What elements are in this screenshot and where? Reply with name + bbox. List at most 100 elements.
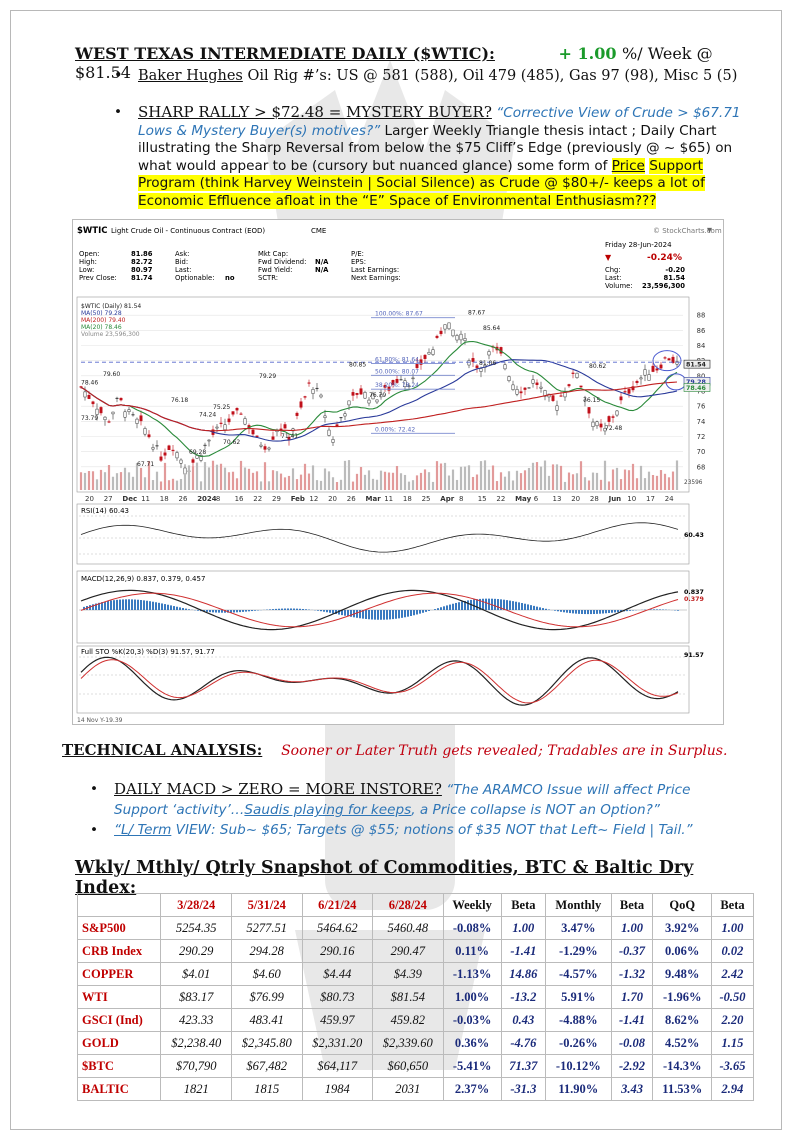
volume-bar	[315, 480, 319, 490]
x-axis-label: 27	[104, 495, 113, 503]
lterm-link[interactable]: “L/ Term	[114, 822, 172, 838]
price-candle	[139, 415, 143, 422]
chart-pct: -0.24%	[647, 253, 682, 263]
macd-histogram-bar	[599, 610, 601, 614]
quote-label: Last:	[175, 266, 191, 274]
baker-hughes-link[interactable]: Baker Hughes	[138, 68, 243, 84]
macd-histogram-bar	[254, 610, 256, 611]
table-header-cell: Beta	[710, 893, 755, 917]
macd-histogram-bar	[476, 599, 478, 610]
table-cell: $60,650	[372, 1054, 444, 1078]
volume-bar	[107, 464, 111, 490]
price-candle	[627, 389, 631, 394]
volume-bar	[363, 474, 367, 490]
price-candle	[579, 385, 583, 388]
price-candle	[319, 394, 323, 398]
volume-bar	[167, 480, 171, 490]
quote-label: Next Earnings:	[351, 274, 401, 282]
x-axis-label: 20	[571, 495, 580, 503]
macd-histogram-bar	[389, 610, 391, 620]
volume-bar	[435, 461, 439, 490]
volume-bar	[211, 460, 215, 490]
saudis-link[interactable]: Saudis playing for keeps	[244, 802, 412, 818]
table-cell: 294.28	[230, 939, 303, 963]
volume-bar	[579, 461, 583, 490]
table-cell: $2,331.20	[301, 1031, 374, 1055]
chart-menu-icon[interactable]: ▾	[707, 225, 712, 236]
x-axis-label: 26	[179, 495, 188, 503]
price-tick-label: 80	[697, 372, 706, 380]
price-link[interactable]: Price	[611, 157, 645, 174]
price-candle	[411, 377, 415, 380]
price-annotation: 67.71	[137, 461, 154, 468]
price-tick-label: 88	[697, 312, 706, 320]
macd-histogram-bar	[170, 605, 172, 610]
macd-histogram-bar	[587, 610, 589, 615]
price-candle	[179, 459, 183, 464]
price-candle	[667, 358, 671, 361]
legend-entry: Volume 23,596,300	[81, 331, 140, 338]
price-candle	[167, 445, 171, 451]
quote-label: Low:	[79, 266, 94, 274]
heading-change: + 1.00	[558, 44, 617, 63]
volume-bar	[119, 472, 123, 490]
volume-bar	[523, 470, 527, 490]
price-candle	[99, 407, 103, 414]
price-candle	[615, 410, 619, 416]
price-candle	[623, 391, 627, 393]
volume-bar	[543, 460, 547, 490]
rsi-panel	[76, 503, 690, 565]
table-cell: $81.54	[372, 985, 444, 1009]
table-cell: $67,482	[230, 1054, 303, 1078]
price-candle	[363, 392, 367, 399]
table-cell: 483.41	[230, 1008, 303, 1032]
price-candle	[379, 394, 383, 398]
macd-histogram-bar	[452, 603, 454, 610]
macd-histogram-bar	[209, 610, 211, 613]
rally-quote: “Corrective View of Crude > $67.71 Lows …	[138, 105, 741, 139]
macd-histogram-bar	[233, 610, 235, 613]
table-cell: $76.99	[230, 985, 303, 1009]
volume-bar	[571, 474, 575, 490]
table-cell: $4.01	[160, 962, 232, 986]
macd-histogram-bar	[278, 608, 280, 610]
macd-histogram-bar	[344, 610, 346, 616]
macd-histogram-bar	[434, 609, 436, 610]
quote-label: Last:	[605, 274, 621, 282]
x-axis-label: 22	[496, 495, 505, 503]
macd-histogram-bar	[161, 603, 163, 610]
price-panel	[76, 296, 690, 493]
price-tag-label: 81.54	[686, 362, 707, 369]
volume-bar	[639, 465, 643, 490]
price-annotation: 73.79	[81, 415, 98, 422]
macd-histogram-bar	[407, 610, 409, 617]
legend-entry: $WTIC (Daily) 81.54	[81, 303, 141, 310]
table-cell: $83.17	[160, 985, 232, 1009]
volume-bar	[407, 481, 411, 490]
price-candle	[387, 386, 391, 391]
macd-histogram-bar	[128, 599, 130, 610]
chart-symbol: $WTIC	[77, 226, 108, 236]
quote-value: 81.54	[664, 274, 686, 282]
fib-label: 38.20%: 78.24	[375, 382, 419, 389]
macd-histogram-bar	[134, 599, 136, 610]
macd-histogram-bar	[149, 601, 151, 610]
table-header-cell: Weekly	[442, 893, 502, 917]
chart-name: Light Crude Oil - Continuous Contract (E…	[111, 227, 265, 235]
price-candle	[87, 394, 91, 399]
volume-bar	[631, 463, 635, 490]
table-cell: 2.94	[710, 1077, 755, 1101]
price-candle	[447, 322, 451, 330]
macd-histogram-bar	[269, 609, 271, 610]
x-axis-label: 15	[478, 495, 487, 503]
macd-histogram-bar	[356, 610, 358, 618]
price-candle	[175, 452, 179, 459]
volume-bar	[507, 471, 511, 490]
macd-tag: 0.837	[684, 589, 704, 596]
price-candle	[383, 385, 387, 388]
macd-histogram-bar	[464, 600, 466, 610]
volume-bar	[635, 478, 639, 490]
macd-heading: DAILY MACD > ZERO = MORE INSTORE?	[114, 780, 442, 798]
price-tag	[683, 359, 711, 369]
price-annotation: 70.62	[223, 439, 240, 446]
